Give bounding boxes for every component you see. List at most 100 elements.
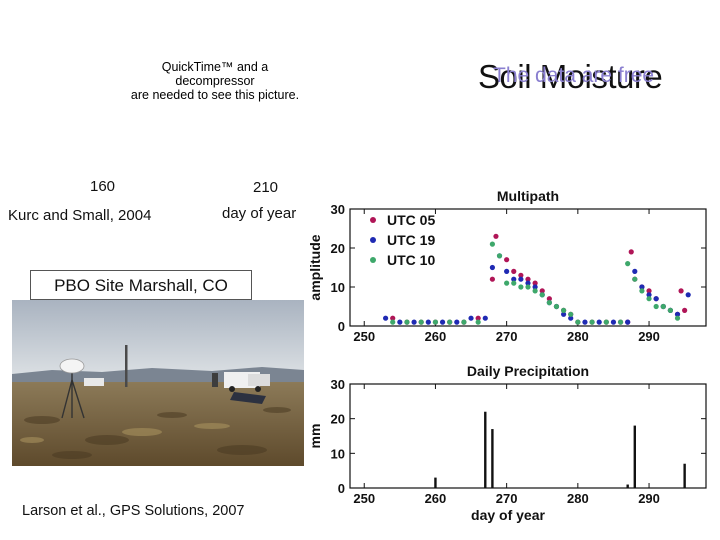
x-tick-label: 280	[567, 329, 589, 344]
data-point-utc-05	[628, 249, 634, 255]
data-point-utc-19	[639, 284, 645, 290]
data-point-utc-10	[546, 300, 552, 306]
multipath-chart: Multipath 250 260 270 280 290 0 10 20 30 amplitude…	[307, 188, 707, 344]
data-point-utc-10	[539, 292, 545, 298]
data-point-utc-10	[390, 319, 396, 325]
data-point-utc-10	[475, 319, 481, 325]
data-point-utc-05	[511, 268, 517, 274]
quicktime-line-2: decompressor	[175, 74, 255, 88]
data-point-utc-10	[617, 319, 624, 325]
data-point-utc-19	[511, 276, 517, 282]
x-tick-label: 250	[353, 329, 375, 344]
data-point-utc-10	[553, 303, 560, 310]
chart-title: Multipath	[497, 188, 559, 204]
data-point-utc-19	[383, 315, 389, 321]
plot-frame	[349, 383, 707, 489]
quicktime-placeholder-notice: QuickTime™ and a decompressor are needed…	[110, 60, 320, 102]
data-point-utc-19	[561, 311, 567, 317]
x-tick-label: 250	[353, 491, 375, 506]
data-point-utc-05	[518, 272, 524, 278]
data-point-utc-10	[667, 307, 673, 313]
x-tick-label: 260	[425, 491, 447, 506]
data-point-utc-19	[632, 268, 638, 274]
y-tick-label: 20	[331, 241, 345, 256]
legend-marker	[370, 217, 376, 223]
legend-marker	[370, 237, 376, 243]
precip-bar	[626, 484, 629, 488]
data-point-utc-05	[504, 257, 510, 263]
data-point-utc-10	[625, 261, 631, 267]
data-point-utc-19	[582, 319, 588, 325]
data-point-utc-19	[468, 315, 474, 321]
data-point-utc-19	[625, 319, 631, 325]
data-point-utc-19	[653, 296, 659, 302]
data-point-utc-10	[418, 319, 424, 325]
y-tick-label: 10	[331, 280, 345, 295]
data-point-utc-19	[685, 292, 691, 298]
quicktime-line-3: are needed to see this picture.	[130, 88, 300, 102]
slide-title: Soil Moisture	[478, 58, 663, 95]
y-tick-label: 10	[331, 446, 345, 461]
data-point-utc-10	[646, 296, 652, 302]
data-point-utc-10	[575, 319, 581, 325]
multipath-precip-figure: Multipath 250 260 270 280 290 0 10 20 30 amplitude…	[307, 188, 707, 523]
data-point-utc-10	[532, 288, 538, 294]
data-point-utc-10	[432, 319, 439, 325]
data-point-utc-05	[475, 315, 481, 321]
x-axis-label: day of year	[471, 507, 545, 523]
x-tick-label: 280	[567, 491, 589, 506]
precip-bar	[683, 463, 686, 488]
data-point-utc-10	[504, 280, 510, 286]
data-point-utc-05	[682, 307, 688, 313]
data-point-utc-19	[674, 311, 681, 317]
data-point-utc-19	[518, 276, 524, 282]
data-point-utc-10	[589, 319, 595, 325]
data-point-utc-10	[653, 303, 659, 310]
data-point-utc-10	[632, 276, 638, 282]
data-point-utc-10	[603, 319, 609, 325]
data-point-utc-10	[489, 241, 495, 247]
precip-bar	[484, 411, 487, 488]
data-point-utc-19	[610, 319, 617, 325]
legend-label: UTC 10	[387, 252, 435, 268]
data-point-utc-19	[425, 319, 431, 325]
precipitation-chart: Daily Precipitation 250 260 270 280 290 0 10 20 3…	[307, 363, 707, 523]
data-point-utc-19	[482, 315, 488, 321]
data-point-utc-05	[489, 276, 495, 282]
legend-label: UTC 19	[387, 232, 435, 248]
data-point-utc-10	[447, 319, 453, 325]
day-of-year-label: day of year	[222, 205, 297, 222]
site-photo	[12, 300, 304, 466]
plot-frame	[349, 208, 707, 327]
x-tick-label: 290	[638, 491, 660, 506]
chart-title: Daily Precipitation	[467, 363, 589, 379]
data-point-utc-10	[639, 288, 645, 294]
overlay-caption: The data are free	[493, 64, 655, 87]
data-point-utc-19	[439, 319, 446, 325]
precip-bar	[633, 425, 636, 488]
quicktime-line-1: QuickTime™ and a	[161, 60, 269, 74]
kurc-citation: Kurc and Small, 2004	[8, 207, 152, 224]
data-point-utc-10	[568, 311, 574, 317]
data-point-utc-19	[646, 292, 652, 298]
y-tick-label: 0	[338, 319, 345, 334]
x-tick-label: 260	[425, 329, 447, 344]
data-point-utc-05	[546, 296, 552, 302]
label-210: 210	[253, 179, 279, 196]
data-point-utc-19	[504, 268, 510, 274]
data-point-utc-05	[539, 288, 545, 294]
precip-bar	[434, 477, 437, 488]
data-point-utc-10	[511, 280, 517, 286]
legend-marker	[370, 257, 376, 263]
data-point-utc-05	[646, 288, 652, 294]
data-point-utc-05	[493, 233, 499, 239]
data-point-utc-19	[596, 319, 602, 325]
data-point-utc-10	[404, 319, 410, 325]
data-point-utc-19	[525, 280, 531, 286]
data-point-utc-19	[568, 315, 574, 321]
y-axis-label: amplitude	[307, 234, 323, 300]
label-160: 160	[90, 178, 116, 195]
data-point-utc-05	[678, 288, 684, 294]
y-tick-label: 30	[331, 377, 345, 392]
data-point-utc-19	[532, 284, 538, 290]
